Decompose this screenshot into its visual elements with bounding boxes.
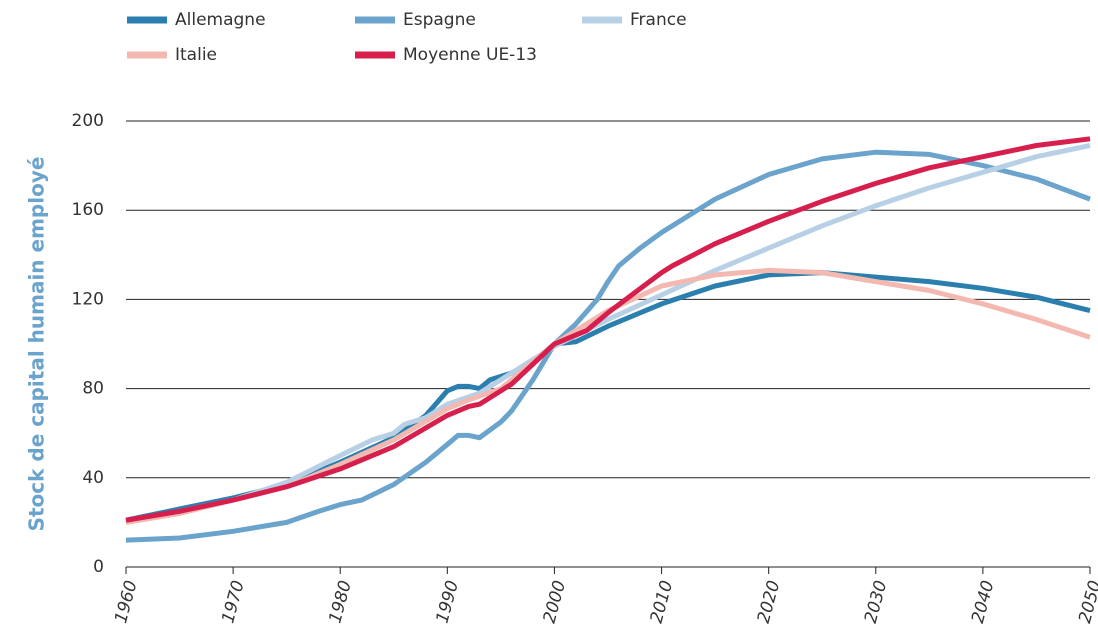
y-tick-label: 40 [82, 468, 104, 488]
y-tick-label: 80 [82, 379, 104, 399]
line [125, 143, 1091, 525]
legend-label: Espagne [403, 10, 476, 30]
x-tick-label: 2020 [754, 578, 785, 625]
x-tick-label: 2030 [861, 578, 892, 625]
legend-label: Italie [175, 45, 217, 65]
legend-label: Allemagne [175, 10, 266, 30]
x-tick-label: 2010 [647, 578, 678, 625]
y-tick-label: 0 [93, 557, 104, 577]
line [125, 149, 1091, 543]
y-tick-label: 160 [72, 200, 104, 220]
x-tick-label: 2050 [1075, 578, 1098, 625]
y-tick-label: 200 [72, 111, 104, 131]
line [125, 136, 1091, 523]
y-axis-label: Stock de capital humain employé [25, 157, 49, 532]
x-tick-label: 2040 [968, 578, 999, 625]
x-tick-label: 1990 [432, 578, 463, 625]
x-tick-label: 1960 [111, 578, 142, 625]
legend-label: Moyenne UE-13 [403, 45, 537, 65]
y-tick-label: 120 [72, 289, 104, 309]
line [125, 267, 1091, 525]
x-tick-label: 1970 [218, 578, 249, 625]
x-tick-label: 2000 [540, 578, 571, 625]
legend-label: France [630, 10, 687, 30]
x-tick-label: 1980 [325, 578, 356, 625]
